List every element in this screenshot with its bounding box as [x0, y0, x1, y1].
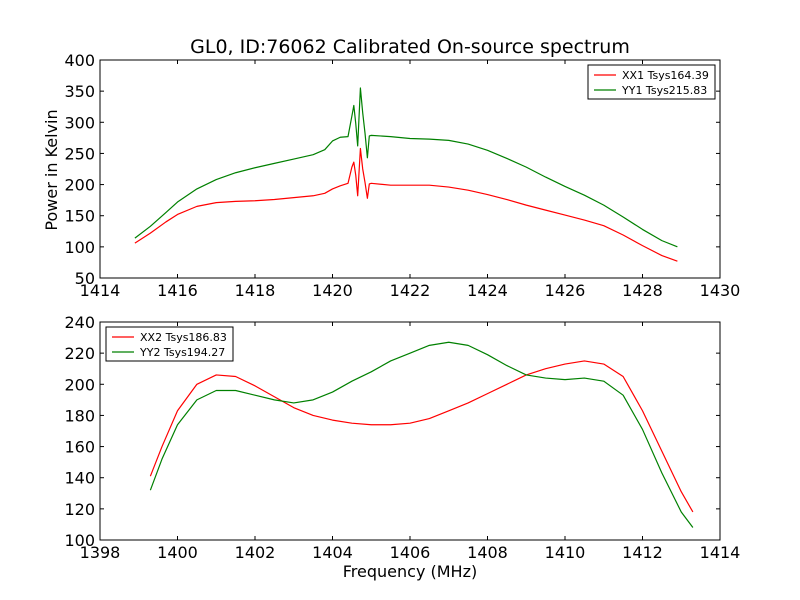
x-tick-label: 1400	[157, 543, 198, 562]
x-tick-label: 1418	[235, 281, 276, 300]
x-tick-label: 1430	[700, 281, 741, 300]
x-tick-label: 1412	[622, 543, 663, 562]
x-tick-label: 1402	[235, 543, 276, 562]
x-tick-label: 1422	[390, 281, 431, 300]
y-tick-label: 300	[64, 113, 95, 132]
x-tick-label: 1410	[545, 543, 586, 562]
x-tick-label: 1398	[80, 543, 121, 562]
y-tick-label: 120	[64, 500, 95, 519]
y-tick-label: 400	[64, 51, 95, 70]
y-tick-label: 140	[64, 469, 95, 488]
legend-box	[587, 64, 716, 100]
x-axis-label: Frequency (MHz)	[343, 562, 477, 581]
y-tick-label: 220	[64, 344, 95, 363]
x-tick-label: 1428	[622, 281, 663, 300]
y-tick-label: 50	[75, 269, 95, 288]
y-tick-label: 150	[64, 207, 95, 226]
legend-label: XX2 Tsys186.83	[140, 331, 227, 344]
series-line-2-1	[149, 360, 694, 513]
x-tick-label: 1408	[467, 543, 508, 562]
y-axis-label: Power in Kelvin	[42, 109, 61, 230]
x-tick-label: 1414	[80, 281, 121, 300]
series-line-1-1	[134, 147, 678, 262]
x-tick-label: 1420	[312, 281, 353, 300]
x-tick-label: 1404	[312, 543, 353, 562]
y-tick-label: 100	[64, 531, 95, 550]
y-tick-label: 200	[64, 375, 95, 394]
y-tick-label: 250	[64, 144, 95, 163]
y-tick-label: 180	[64, 406, 95, 425]
x-tick-label: 1424	[467, 281, 508, 300]
legend-label: YY1 Tsys215.83	[621, 84, 707, 97]
x-tick-label: 1416	[157, 281, 198, 300]
y-tick-label: 160	[64, 438, 95, 457]
legend-box	[105, 326, 234, 362]
series-line-1-2	[134, 87, 678, 248]
x-tick-label: 1426	[545, 281, 586, 300]
x-tick-label: 1414	[700, 543, 741, 562]
top-plot: 1414 1416 1418 1420 1422 1424 1426 1428 1430 50 10…	[64, 51, 740, 300]
y-tick-label: 100	[64, 238, 95, 257]
x-tick-label: 1406	[390, 543, 431, 562]
legend-label: YY2 Tsys194.27	[139, 346, 225, 359]
series-line-2-2	[149, 341, 694, 528]
chart-title: GL0, ID:76062 Calibrated On-source spect…	[190, 36, 630, 58]
y-tick-label: 200	[64, 176, 95, 195]
legend-label: XX1 Tsys164.39	[622, 69, 709, 82]
bottom-plot: 1398 1400 1402 1404 1406 1408 1410 1412 1414 100 1…	[64, 313, 740, 562]
y-tick-label: 350	[64, 82, 95, 101]
y-tick-label: 240	[64, 313, 95, 332]
